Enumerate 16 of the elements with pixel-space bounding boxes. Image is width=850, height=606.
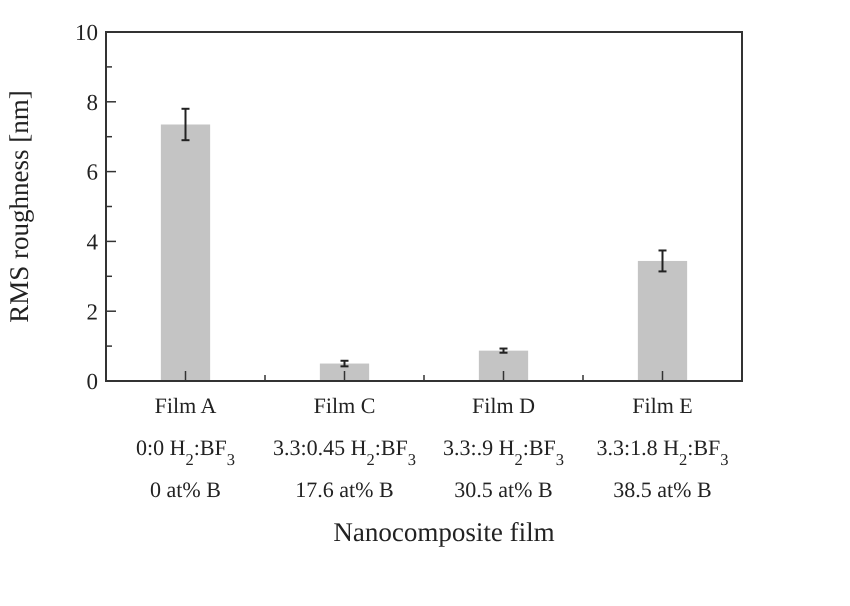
x-tick-label: Film C 3.3:0.45 H$_{2}$:BF$_{3}$ 17.6 at% B — [272, 393, 416, 502]
x-axis-title: Nanocomposite film — [333, 517, 555, 547]
bar — [638, 260, 688, 381]
bar — [320, 364, 370, 381]
bar — [478, 350, 528, 381]
x-tick-label: Film A 0:0 H$_{2}$:BF$_{3}$ 0 at% B — [136, 393, 236, 502]
x-tick-label: Film D 3.3:.9 H$_{2}$:BF$_{3}$ 30.5 at% B — [442, 393, 564, 502]
y-tick-label: 2 — [86, 299, 98, 324]
y-tick-label: 8 — [86, 90, 98, 115]
y-tick-label: 10 — [75, 20, 98, 46]
y-axis-title: RMS roughness [nm] — [4, 90, 34, 323]
bar — [160, 124, 210, 381]
x-tick-label: Film E 3.3:1.8 H$_{2}$:BF$_{3}$ 38.5 at% B — [596, 393, 729, 502]
y-tick-label: 0 — [86, 369, 98, 394]
y-tick-label: 4 — [86, 229, 98, 254]
y-tick-label: 6 — [86, 160, 98, 185]
